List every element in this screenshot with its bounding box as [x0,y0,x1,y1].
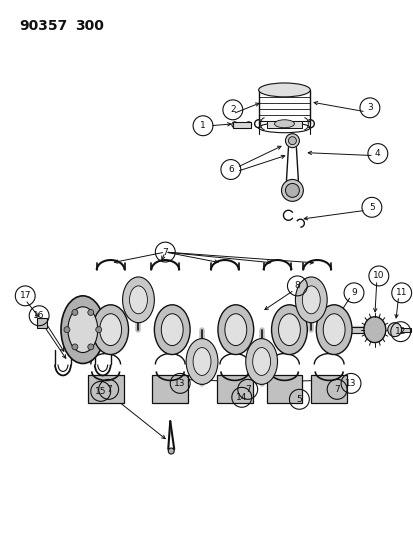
Text: 12: 12 [394,327,406,336]
Ellipse shape [274,120,294,128]
Bar [266,121,301,128]
Ellipse shape [316,305,351,354]
Text: 13: 13 [344,379,356,388]
Bar [88,375,123,403]
Bar [152,375,188,403]
Text: 16: 16 [33,311,45,320]
Text: 7: 7 [244,385,250,394]
Ellipse shape [245,122,251,128]
Ellipse shape [278,314,300,345]
Text: 5: 5 [368,203,374,212]
Text: 7: 7 [333,385,339,394]
Text: 15: 15 [95,387,106,396]
Ellipse shape [231,122,237,128]
Bar [216,375,252,403]
Ellipse shape [93,305,128,354]
Text: 8: 8 [294,281,299,290]
Text: 14: 14 [235,393,247,402]
Ellipse shape [129,286,147,314]
Ellipse shape [192,348,211,375]
Ellipse shape [161,314,183,345]
Text: 13: 13 [174,379,185,388]
Ellipse shape [122,277,154,322]
Text: 7: 7 [162,247,168,256]
Text: 4: 4 [374,149,380,158]
Ellipse shape [186,338,217,384]
Ellipse shape [154,305,190,354]
Circle shape [64,327,70,333]
Ellipse shape [100,314,121,345]
Ellipse shape [285,134,299,148]
Text: 5: 5 [296,395,301,404]
Ellipse shape [252,348,270,375]
Circle shape [95,327,102,333]
Bar [311,375,346,403]
Ellipse shape [301,286,320,314]
Text: 11: 11 [395,288,406,297]
Ellipse shape [295,277,326,322]
Text: 90357: 90357 [19,19,67,33]
Ellipse shape [245,338,277,384]
Text: 6: 6 [228,165,233,174]
Ellipse shape [61,296,104,364]
Ellipse shape [224,314,246,345]
Ellipse shape [281,180,303,201]
Circle shape [72,310,78,316]
Ellipse shape [68,307,97,352]
Text: 3: 3 [366,103,372,112]
Text: 17: 17 [19,292,31,301]
Ellipse shape [271,305,306,354]
Text: 300: 300 [75,19,104,33]
Text: 2: 2 [230,106,235,114]
Text: 7: 7 [106,385,111,394]
Bar [398,328,410,332]
Bar [37,318,47,328]
Ellipse shape [217,305,253,354]
Ellipse shape [168,448,174,454]
Circle shape [88,310,93,316]
Text: 10: 10 [372,271,384,280]
Circle shape [88,344,93,350]
Ellipse shape [258,83,310,97]
Circle shape [72,344,78,350]
Text: 1: 1 [199,121,205,130]
Ellipse shape [363,317,385,343]
Ellipse shape [323,314,344,345]
Bar [232,122,250,128]
Text: 9: 9 [350,288,356,297]
Bar [266,375,301,403]
Circle shape [387,322,401,337]
Ellipse shape [288,136,296,144]
Ellipse shape [285,183,299,197]
